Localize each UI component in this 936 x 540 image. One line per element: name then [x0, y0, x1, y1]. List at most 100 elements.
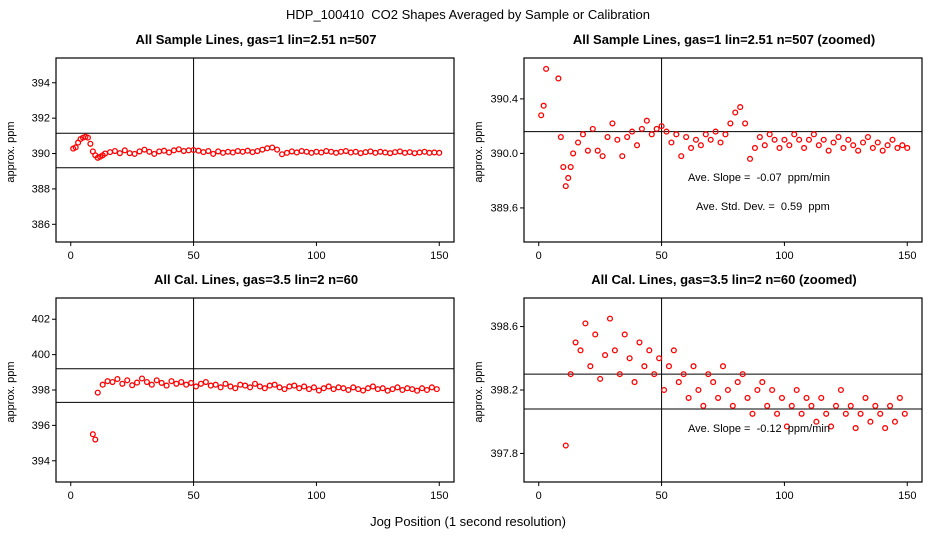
data-point — [781, 136, 788, 143]
data-point — [798, 410, 805, 417]
data-point — [360, 387, 367, 394]
data-point — [867, 418, 874, 425]
data-point — [889, 136, 896, 143]
ave-slope-annotation: Ave. Slope = -0.07 ppm/min — [688, 172, 830, 184]
plot-box — [523, 57, 923, 243]
data-point — [567, 371, 574, 378]
data-point — [274, 146, 281, 153]
data-point — [891, 418, 899, 425]
data-point — [369, 383, 376, 390]
data-point — [842, 410, 849, 417]
data-point — [597, 375, 604, 382]
data-point — [673, 131, 680, 138]
data-point — [399, 386, 406, 394]
data-point — [832, 402, 840, 409]
panel-cal-lines-zoomed: All Cal. Lines, gas=3.5 lin=2 n=60 (zoom… — [468, 268, 936, 508]
data-point — [589, 125, 596, 132]
y-axis-label: approx. ppm — [473, 361, 485, 423]
data-point — [680, 371, 687, 378]
data-point — [121, 147, 128, 154]
data-point — [572, 339, 579, 346]
data-point — [700, 402, 707, 409]
data-point — [835, 134, 842, 141]
data-point — [624, 134, 631, 141]
data-point — [862, 394, 869, 401]
data-point — [404, 385, 411, 392]
sample-lines-zoomed-scatter-plot: 0 50 100 150 389.6 390.0 390.4 — [490, 57, 923, 262]
data-point — [237, 381, 244, 388]
data-point — [631, 379, 638, 386]
x-tick-label: 100 — [775, 490, 793, 502]
x-tick-label: 50 — [655, 490, 667, 502]
data-point — [776, 144, 783, 152]
data-point — [899, 142, 906, 149]
data-point — [318, 149, 325, 156]
data-point — [283, 149, 290, 156]
data-point — [629, 128, 636, 135]
data-point — [175, 146, 182, 153]
data-point — [134, 379, 141, 386]
data-point — [350, 384, 357, 391]
data-point — [633, 142, 641, 149]
y-tick-label: 400 — [32, 349, 50, 361]
data-point — [769, 386, 776, 394]
data-point — [298, 148, 305, 155]
data-point — [710, 379, 717, 386]
sample-lines-scatter-plot: 0 50 100 150 386 388 390 392 394 — [32, 57, 455, 262]
data-point — [896, 394, 903, 401]
data-point — [333, 149, 340, 156]
data-point — [668, 139, 675, 146]
data-point — [869, 144, 876, 152]
y-tick-label: 389.6 — [490, 202, 518, 214]
data-point — [791, 131, 798, 138]
data-point — [683, 134, 690, 141]
data-point — [305, 386, 313, 393]
data-point — [818, 394, 825, 401]
data-point — [641, 363, 648, 370]
data-point — [151, 150, 158, 157]
data-point — [599, 153, 606, 160]
data-point — [658, 123, 665, 130]
data-point — [574, 139, 582, 146]
data-point — [670, 347, 677, 354]
data-point — [749, 410, 756, 417]
data-point — [436, 149, 443, 156]
data-point — [707, 136, 714, 143]
data-point — [729, 402, 736, 409]
y-tick-label: 398.6 — [490, 321, 518, 333]
data-point — [823, 410, 830, 417]
data-point — [185, 147, 192, 154]
data-point — [592, 331, 599, 338]
x-tick-label: 150 — [898, 250, 916, 262]
data-point — [803, 394, 810, 401]
x-tick-label: 0 — [536, 490, 542, 502]
data-point — [384, 387, 391, 394]
data-point — [271, 381, 278, 388]
data-point — [168, 378, 175, 385]
x-tick-label: 100 — [775, 250, 793, 262]
data-point — [901, 410, 908, 417]
data-point — [660, 386, 668, 394]
x-tick-label: 0 — [68, 250, 74, 262]
data-point — [712, 128, 719, 135]
data-point — [820, 136, 827, 143]
cal-lines-scatter-plot: 0 50 100 150 394 396 398 400 402 — [32, 297, 455, 502]
panel-cal-lines: All Cal. Lines, gas=3.5 lin=2 n=60 appro… — [0, 268, 468, 508]
data-point — [423, 386, 431, 394]
data-point — [805, 136, 813, 143]
data-point — [656, 355, 663, 362]
data-point — [616, 371, 623, 378]
data-point — [387, 150, 394, 157]
data-point — [310, 384, 318, 391]
data-point — [352, 148, 359, 155]
data-point — [565, 174, 572, 181]
data-point — [323, 148, 330, 155]
data-point — [697, 142, 704, 149]
data-point — [234, 148, 241, 155]
data-point — [192, 383, 200, 390]
data-point — [859, 139, 867, 146]
data-point — [364, 385, 372, 392]
data-point — [788, 402, 795, 409]
data-point — [170, 147, 177, 154]
data-point — [278, 151, 286, 158]
